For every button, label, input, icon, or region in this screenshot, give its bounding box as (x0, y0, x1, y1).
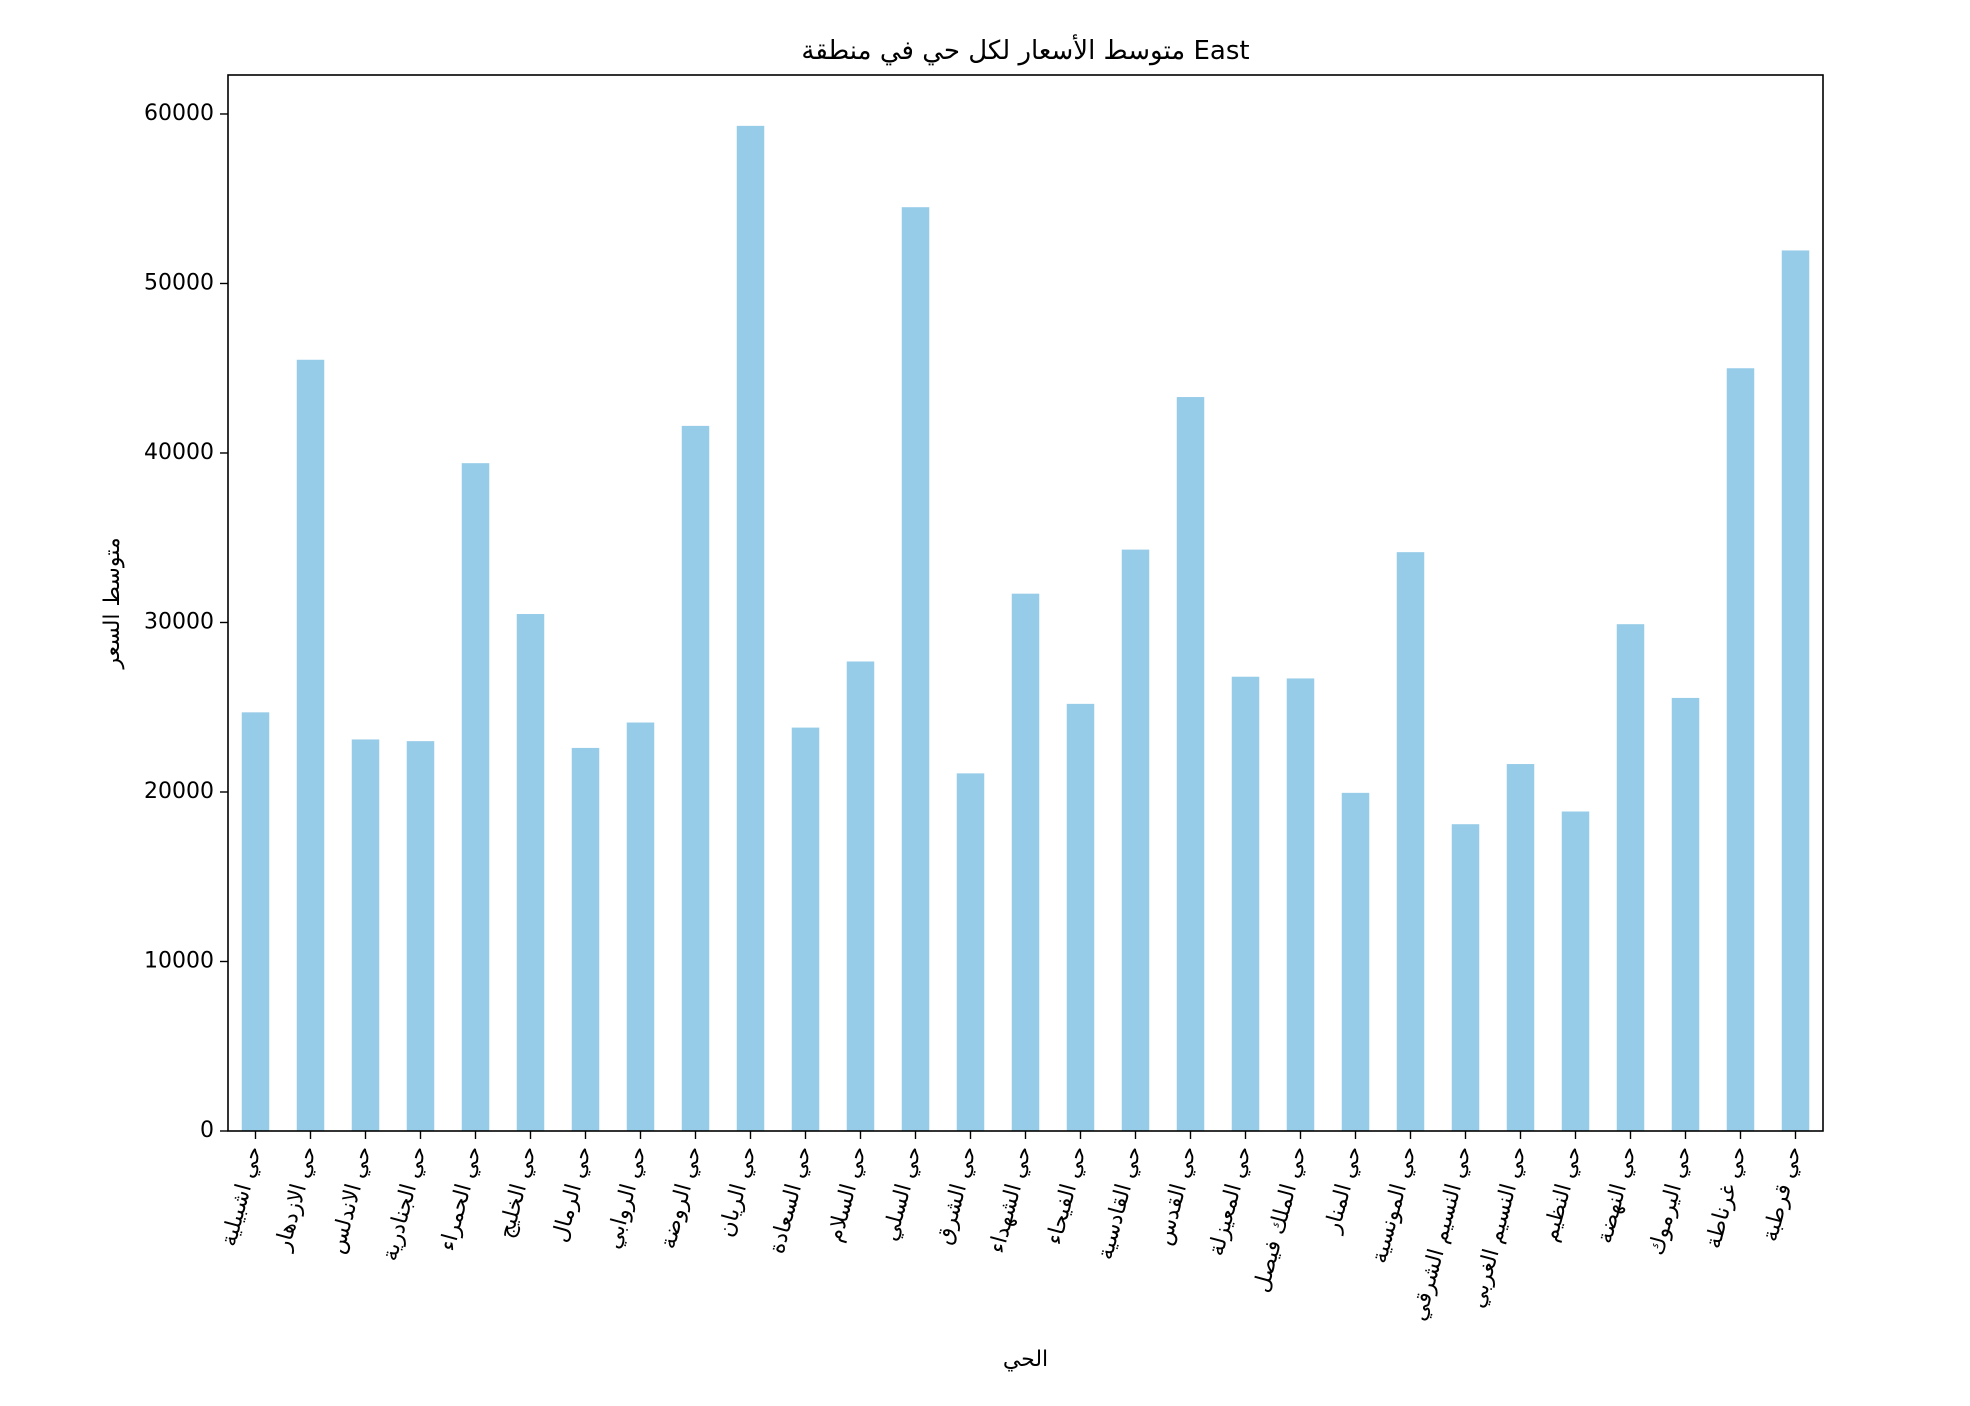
bars-group (241, 125, 1810, 1132)
x-tick-label: حي الازدهار (270, 1144, 322, 1255)
chart-title: متوسط الأسعار لكل حي في منطقة East (801, 33, 1249, 66)
bar-22 (1396, 552, 1425, 1131)
bar-20 (1286, 678, 1315, 1131)
bar-15 (1011, 593, 1040, 1131)
x-tick-label: حي المنار (1320, 1144, 1367, 1237)
bar-3 (351, 739, 380, 1131)
x-axis-label: الحي (1003, 1347, 1048, 1372)
x-tick-label: حي اليرموك (1644, 1144, 1697, 1258)
x-tick-label: حي الملك فيصل (1249, 1144, 1312, 1296)
bar-29 (1781, 250, 1810, 1131)
y-tick-label: 30000 (144, 609, 214, 634)
x-tick-label: حي النظيم (1538, 1144, 1587, 1245)
x-tick-label: حي الروابي (601, 1144, 652, 1252)
bar-9 (681, 425, 710, 1131)
x-tick-label: حي النهضة (1592, 1144, 1642, 1246)
x-tick-label: حي الفيحاء (1042, 1144, 1092, 1248)
bar-2 (296, 359, 325, 1131)
x-tick-label: حي الجنادرية (377, 1144, 432, 1264)
bar-5 (461, 463, 490, 1131)
x-axis-ticks: حي اشبيلية حي الازدهار حي الاندلس حي الجناد… (216, 1131, 1807, 1324)
x-tick-label: حي السعادة (764, 1144, 817, 1257)
bar-11 (791, 727, 820, 1131)
y-tick-label: 60000 (144, 101, 214, 126)
x-tick-label: حي الخليج (494, 1144, 542, 1241)
y-tick-label: 40000 (144, 440, 214, 465)
bar-27 (1671, 697, 1700, 1131)
x-tick-label: حي الشهداء (985, 1144, 1037, 1256)
y-tick-label: 20000 (144, 779, 214, 804)
bar-26 (1616, 624, 1645, 1131)
bar-4 (406, 741, 435, 1131)
bar-14 (956, 773, 985, 1131)
x-tick-label: حي المعيزلة (1204, 1144, 1257, 1259)
plot-frame (227, 74, 1824, 1132)
x-tick-label: حي الريان (714, 1144, 762, 1240)
bar-24 (1506, 764, 1535, 1131)
x-tick-label: حي اشبيلية (216, 1144, 267, 1249)
bar-21 (1341, 792, 1370, 1131)
bar-12 (846, 661, 875, 1131)
x-tick-label: حي المونسية (1367, 1144, 1422, 1266)
x-tick-label: حي الروضة (656, 1144, 707, 1252)
y-axis-ticks: 0 10000 20000 30000 40000 50000 60000 (144, 101, 228, 1143)
y-tick-label: 50000 (144, 270, 214, 295)
bar-18 (1176, 397, 1205, 1131)
bar-7 (571, 747, 600, 1131)
bar-25 (1561, 811, 1590, 1131)
x-tick-label: حي الرمال (547, 1144, 597, 1245)
x-tick-label: حي الشرق (932, 1144, 982, 1248)
x-tick-label: حي قرطبة (1758, 1144, 1807, 1245)
y-tick-label: 10000 (144, 948, 214, 973)
bar-13 (901, 207, 930, 1131)
x-tick-label: حي غرناطة (1701, 1144, 1752, 1252)
x-tick-label: حي القادسية (1093, 1144, 1147, 1263)
bar-17 (1121, 549, 1150, 1131)
y-axis-label: متوسط السعر (100, 537, 125, 669)
bar-10 (736, 125, 765, 1132)
x-tick-label: حي القدس (1152, 1144, 1202, 1248)
x-tick-label: حي الاندلس (324, 1144, 377, 1257)
x-tick-label: حي الحمراء (435, 1144, 487, 1254)
bar-8 (626, 722, 655, 1131)
x-tick-label: حي السلي (878, 1144, 927, 1244)
bar-28 (1726, 368, 1755, 1132)
x-tick-label: حي النسيم الغربي (1465, 1144, 1532, 1311)
bar-16 (1066, 703, 1095, 1131)
y-tick-label: 0 (200, 1118, 214, 1143)
bar-19 (1231, 676, 1260, 1131)
x-tick-label: حي السلام (823, 1144, 873, 1245)
bar-23 (1451, 824, 1480, 1131)
bar-1 (241, 712, 270, 1131)
bar-6 (516, 614, 545, 1131)
